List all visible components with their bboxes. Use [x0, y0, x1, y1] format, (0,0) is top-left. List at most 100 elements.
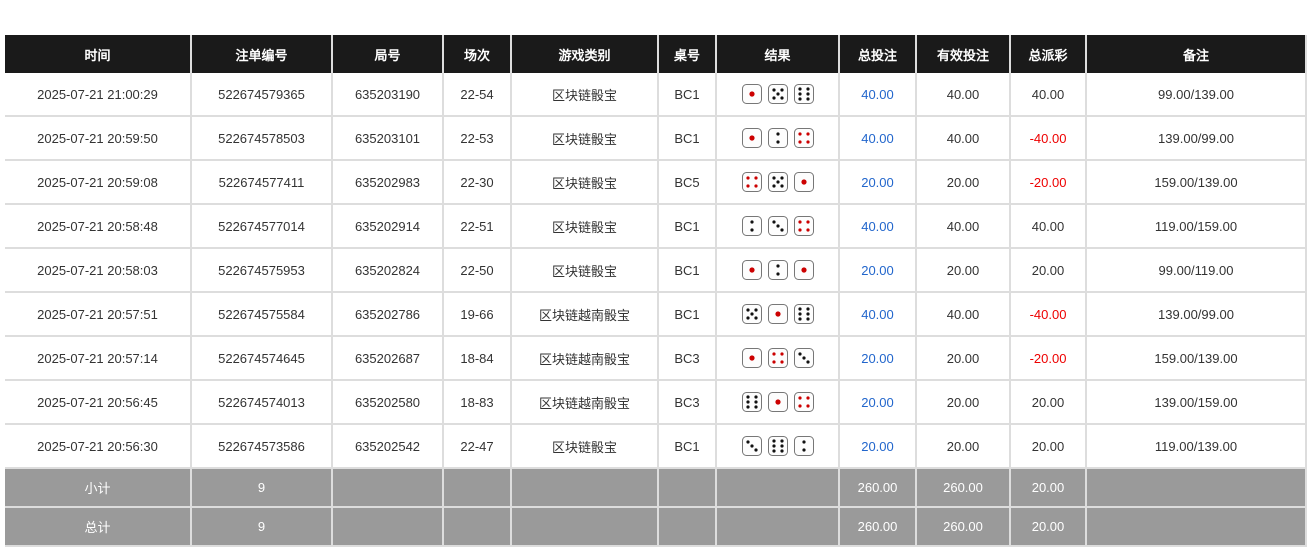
valid-bet-cell: 20.00	[916, 160, 1011, 205]
subtotal-row: 小计 9 260.00 260.00 20.00	[5, 468, 1307, 508]
table-row: 2025-07-21 20:59:50 522674578503 635203101…	[5, 116, 1307, 161]
note-cell: 119.00/139.00	[1086, 424, 1307, 469]
note-cell: 159.00/139.00	[1086, 160, 1307, 205]
column-header: 备注	[1086, 35, 1307, 73]
subtotal-cell	[716, 468, 840, 508]
round-cell: 635203101	[332, 116, 444, 161]
valid-bet-cell: 40.00	[916, 116, 1011, 161]
total-cell: 9	[191, 507, 333, 547]
round-cell: 635202983	[332, 160, 444, 205]
round-cell: 635202824	[332, 248, 444, 293]
column-header: 注单编号	[191, 35, 333, 73]
subtotal-cell: 260.00	[916, 468, 1011, 508]
bet-number-cell: 522674577014	[191, 204, 333, 249]
dice-4-icon	[793, 128, 814, 148]
result-cell	[716, 204, 840, 249]
valid-bet-cell: 20.00	[916, 424, 1011, 469]
table-cell: BC1	[658, 292, 717, 337]
table-cell: BC3	[658, 336, 717, 381]
dice-2-icon	[767, 260, 788, 280]
bet-number-cell: 522674574013	[191, 380, 333, 425]
game-type-cell: 区块链骰宝	[511, 248, 659, 293]
dice-1-icon	[741, 84, 762, 104]
time-cell: 2025-07-21 20:59:08	[5, 160, 192, 205]
table-cell: BC1	[658, 116, 717, 161]
session-cell: 22-47	[443, 424, 512, 469]
dice-1-icon	[741, 348, 762, 368]
note-cell: 159.00/139.00	[1086, 336, 1307, 381]
game-type-cell: 区块链骰宝	[511, 116, 659, 161]
total-cell: 总计	[5, 507, 192, 547]
time-cell: 2025-07-21 20:59:50	[5, 116, 192, 161]
time-cell: 2025-07-21 20:58:48	[5, 204, 192, 249]
column-header: 结果	[716, 35, 840, 73]
subtotal-cell	[1086, 468, 1307, 508]
table-row: 2025-07-21 20:57:14 522674574645 635202687…	[5, 336, 1307, 381]
dice-3-icon	[767, 216, 788, 236]
game-type-cell: 区块链骰宝	[511, 424, 659, 469]
game-type-cell: 区块链骰宝	[511, 73, 659, 117]
valid-bet-cell: 40.00	[916, 204, 1011, 249]
subtotal-cell: 20.00	[1010, 468, 1087, 508]
round-cell: 635202687	[332, 336, 444, 381]
session-cell: 22-30	[443, 160, 512, 205]
bet-number-cell: 522674578503	[191, 116, 333, 161]
total-bet-cell: 40.00	[839, 73, 917, 117]
bet-number-cell: 522674573586	[191, 424, 333, 469]
subtotal-cell: 小计	[5, 468, 192, 508]
total-cell	[716, 507, 840, 547]
total-cell	[443, 507, 512, 547]
dice-2-icon	[793, 436, 814, 456]
dice-6-icon	[793, 304, 814, 324]
payout-cell: 20.00	[1010, 380, 1087, 425]
dice-5-icon	[741, 304, 762, 324]
payout-cell: -20.00	[1010, 336, 1087, 381]
result-cell	[716, 336, 840, 381]
total-bet-cell: 20.00	[839, 248, 917, 293]
table-row: 2025-07-21 20:56:45 522674574013 635202580…	[5, 380, 1307, 425]
bet-number-cell: 522674579365	[191, 73, 333, 117]
payout-cell: 40.00	[1010, 204, 1087, 249]
round-cell: 635202580	[332, 380, 444, 425]
dice-4-icon	[793, 392, 814, 412]
dice-6-icon	[767, 436, 788, 456]
bet-number-cell: 522674575584	[191, 292, 333, 337]
payout-cell: -20.00	[1010, 160, 1087, 205]
time-cell: 2025-07-21 21:00:29	[5, 73, 192, 117]
subtotal-cell	[443, 468, 512, 508]
total-cell	[1086, 507, 1307, 547]
note-cell: 99.00/119.00	[1086, 248, 1307, 293]
dice-1-icon	[767, 392, 788, 412]
time-cell: 2025-07-21 20:57:51	[5, 292, 192, 337]
total-cell: 260.00	[839, 507, 917, 547]
table-cell: BC1	[658, 204, 717, 249]
table-row: 2025-07-21 20:58:48 522674577014 635202914…	[5, 204, 1307, 249]
table-cell: BC5	[658, 160, 717, 205]
result-cell	[716, 248, 840, 293]
session-cell: 22-54	[443, 73, 512, 117]
total-cell: 20.00	[1010, 507, 1087, 547]
dice-6-icon	[793, 84, 814, 104]
column-header: 有效投注	[916, 35, 1011, 73]
dice-2-icon	[767, 128, 788, 148]
table-cell: BC1	[658, 424, 717, 469]
result-cell	[716, 380, 840, 425]
payout-cell: 20.00	[1010, 424, 1087, 469]
valid-bet-cell: 40.00	[916, 292, 1011, 337]
time-cell: 2025-07-21 20:57:14	[5, 336, 192, 381]
dice-4-icon	[741, 172, 762, 192]
dice-1-icon	[741, 128, 762, 148]
total-bet-cell: 20.00	[839, 380, 917, 425]
column-header: 总投注	[839, 35, 917, 73]
table-row: 2025-07-21 21:00:29 522674579365 635203190…	[5, 73, 1307, 117]
session-cell: 22-50	[443, 248, 512, 293]
valid-bet-cell: 20.00	[916, 380, 1011, 425]
dice-5-icon	[767, 172, 788, 192]
round-cell: 635202786	[332, 292, 444, 337]
game-type-cell: 区块链骰宝	[511, 204, 659, 249]
column-header: 游戏类别	[511, 35, 659, 73]
result-cell	[716, 160, 840, 205]
valid-bet-cell: 40.00	[916, 73, 1011, 117]
dice-1-icon	[767, 304, 788, 324]
time-cell: 2025-07-21 20:56:45	[5, 380, 192, 425]
